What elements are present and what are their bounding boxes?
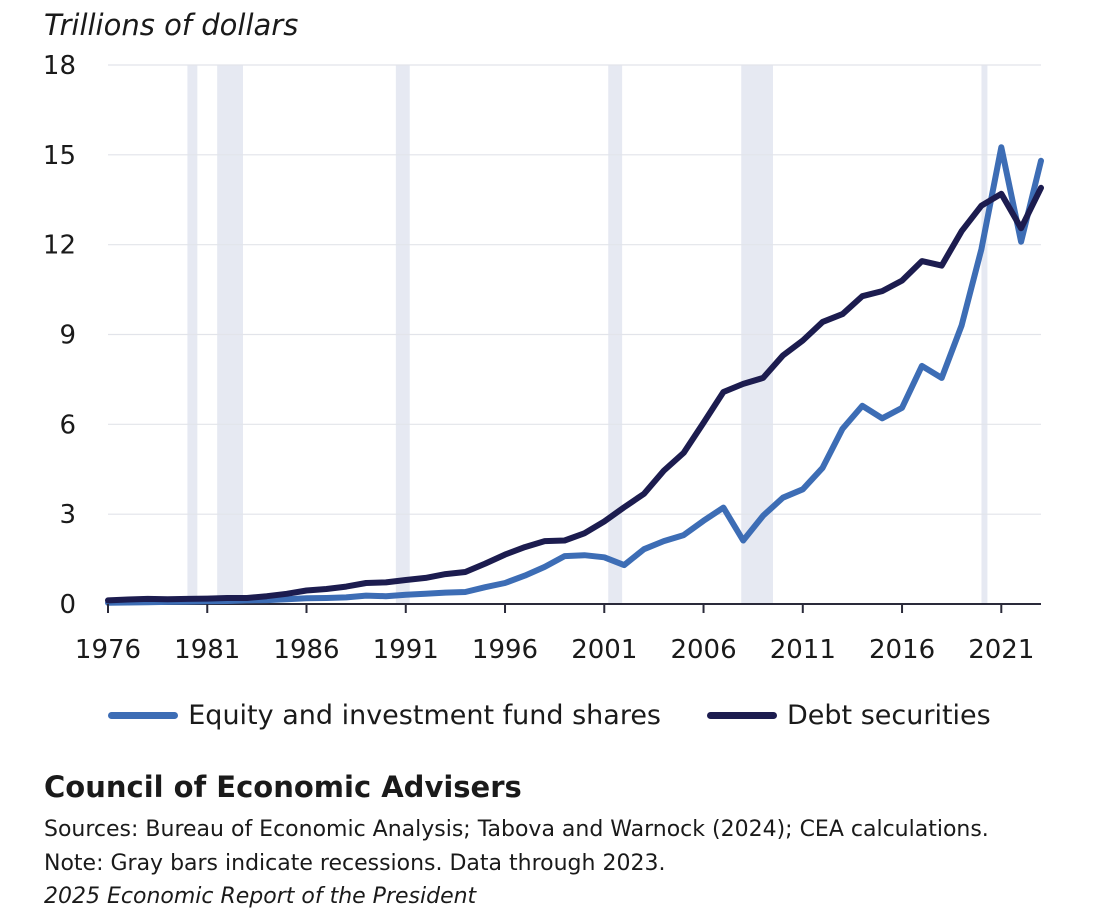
report-title: 2025 Economic Report of the President (44, 884, 477, 909)
series-line-debt (105, 184, 1044, 604)
recession-note: Note: Gray bars indicate recessions. Dat… (44, 851, 666, 876)
legend-item-debt: Debt securities (707, 700, 991, 731)
x-tick-label-1991: 1991 (373, 635, 439, 665)
x-tick-label-1981: 1981 (174, 635, 240, 665)
y-tick-label-12: 12 (43, 231, 76, 261)
y-axis-title: Trillions of dollars (44, 8, 299, 42)
legend-label-equity: Equity and investment fund shares (188, 700, 662, 731)
x-tick-label-1986: 1986 (273, 635, 339, 665)
y-tick-label-3: 3 (59, 500, 76, 530)
y-tick-label-6: 6 (59, 410, 76, 440)
source-organization: Council of Economic Advisers (44, 770, 522, 804)
legend-label-debt: Debt securities (787, 700, 991, 731)
x-tick-label-2016: 2016 (869, 635, 935, 665)
x-tick-label-1976: 1976 (75, 635, 141, 665)
x-tick-label-2001: 2001 (571, 635, 637, 665)
legend-item-equity: Equity and investment fund shares (108, 700, 661, 731)
legend-swatch-equity (108, 712, 179, 719)
legend: Equity and investment fund shares Debt s… (0, 700, 1099, 731)
x-tick-label-2006: 2006 (670, 635, 736, 665)
y-tick-label-18: 18 (43, 51, 76, 81)
y-tick-label-9: 9 (59, 321, 76, 351)
x-tick-label-2011: 2011 (770, 635, 836, 665)
y-tick-label-15: 15 (43, 141, 76, 171)
x-tick-label-1996: 1996 (472, 635, 538, 665)
sources-note: Sources: Bureau of Economic Analysis; Ta… (44, 817, 989, 842)
legend-swatch-debt (707, 712, 778, 719)
series-line-equity (105, 144, 1044, 606)
x-tick-label-2021: 2021 (968, 635, 1034, 665)
y-tick-label-0: 0 (59, 590, 76, 620)
